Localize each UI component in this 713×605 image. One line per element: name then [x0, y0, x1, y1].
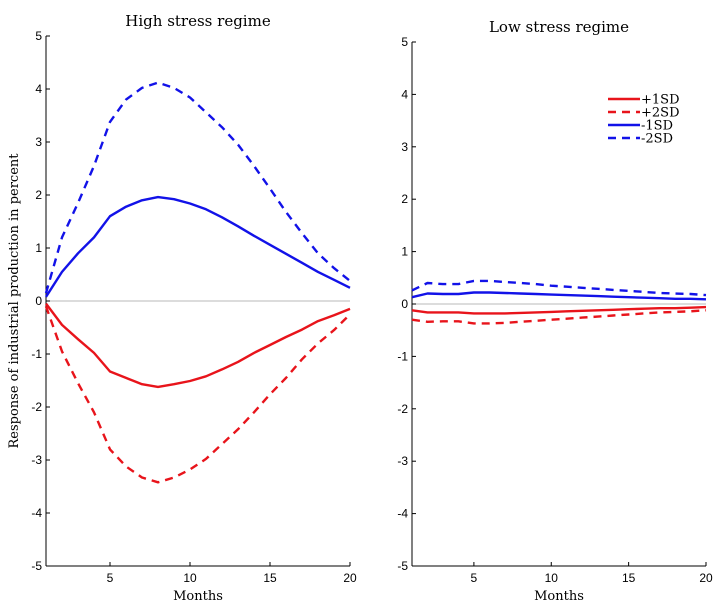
- panel-1-y-tick-label: -4: [31, 506, 42, 520]
- legend-label--2SD: -2SD: [641, 132, 673, 147]
- panel-1-x-tick-label: 5: [107, 571, 114, 585]
- legend-label-+1SD: +1SD: [641, 93, 680, 108]
- panel-1-y-tick-label: 2: [35, 188, 42, 202]
- panel-2-y-tick-label: 2: [401, 192, 408, 206]
- panel-1-x-tick-label: 10: [183, 571, 197, 585]
- panel-2-y-tick-label: -2: [397, 402, 408, 416]
- panel-2-y-tick-label: -4: [397, 507, 408, 521]
- panel-2-y-tick-label: 3: [401, 140, 408, 154]
- panel-2-y-tick-label: 0: [401, 297, 408, 311]
- chart-panel-2: Low stress regime -5 -4 -3 -2 -1 0 1 2 3 4 5 5 10 15 20…: [397, 18, 713, 604]
- panel-2-y-tick-label: 5: [401, 35, 408, 49]
- panel-1-x-tick-label: 20: [343, 571, 357, 585]
- panel-2-x-tick-label: 5: [471, 571, 478, 585]
- panel-2-x-tick-label: 10: [545, 571, 559, 585]
- panel-1-y-tick-label: -3: [31, 453, 42, 467]
- panel-2-x-axis-label: Months: [534, 589, 584, 604]
- panel-1-series-line-+2SD: [44, 305, 351, 484]
- panel-1-y-tick-label: 1: [35, 241, 42, 255]
- panel-1-y-axis-label: Response of industrial production in per…: [7, 153, 22, 449]
- panel-1-y-tick-label: 3: [35, 135, 42, 149]
- panel-1-y-tick-label: 5: [35, 29, 42, 43]
- panel-1-title: High stress regime: [125, 12, 271, 30]
- panel-1-y-tick-label: -2: [31, 400, 42, 414]
- panel-2-series-line-+2SD: [411, 309, 707, 325]
- panel-2-x-tick-label: 15: [622, 571, 636, 585]
- panel-1-series-line--1SD: [44, 195, 351, 298]
- panel-1-x-tick-label: 15: [263, 571, 277, 585]
- panel-2-x-tick-label: 20: [699, 571, 713, 585]
- panel-1-y-tick-label: -1: [31, 347, 42, 361]
- panel-1-y-tick-label: 4: [35, 82, 42, 96]
- legend-label-+2SD: +2SD: [641, 106, 680, 121]
- panel-2-y-tick-label: -1: [397, 349, 408, 363]
- panel-1-series-line--2SD: [44, 81, 351, 294]
- panel-2-y-tick-label: 1: [401, 245, 408, 259]
- panel-2-y-tick-label: 4: [401, 87, 408, 101]
- panel-2-y-tick-label: -3: [397, 454, 408, 468]
- panel-1-series-line-+1SD: [45, 302, 351, 389]
- panel-1-x-axis-label: Months: [173, 589, 223, 604]
- panel-2-title: Low stress regime: [489, 18, 629, 36]
- panel-2-series-line--1SD: [411, 291, 707, 301]
- panel-1-y-tick-label: -5: [31, 559, 42, 573]
- panel-2-series-line-+1SD: [411, 305, 707, 315]
- panel-2-y-tick-label: -5: [397, 559, 408, 573]
- panel-1-y-tick-label: 0: [35, 294, 42, 308]
- legend-label--1SD: -1SD: [641, 119, 673, 134]
- chart-panel-1: High stress regime -5 -4 -3 -2 -1 0 1 2 3 4 5 5 10 15 2…: [7, 12, 357, 604]
